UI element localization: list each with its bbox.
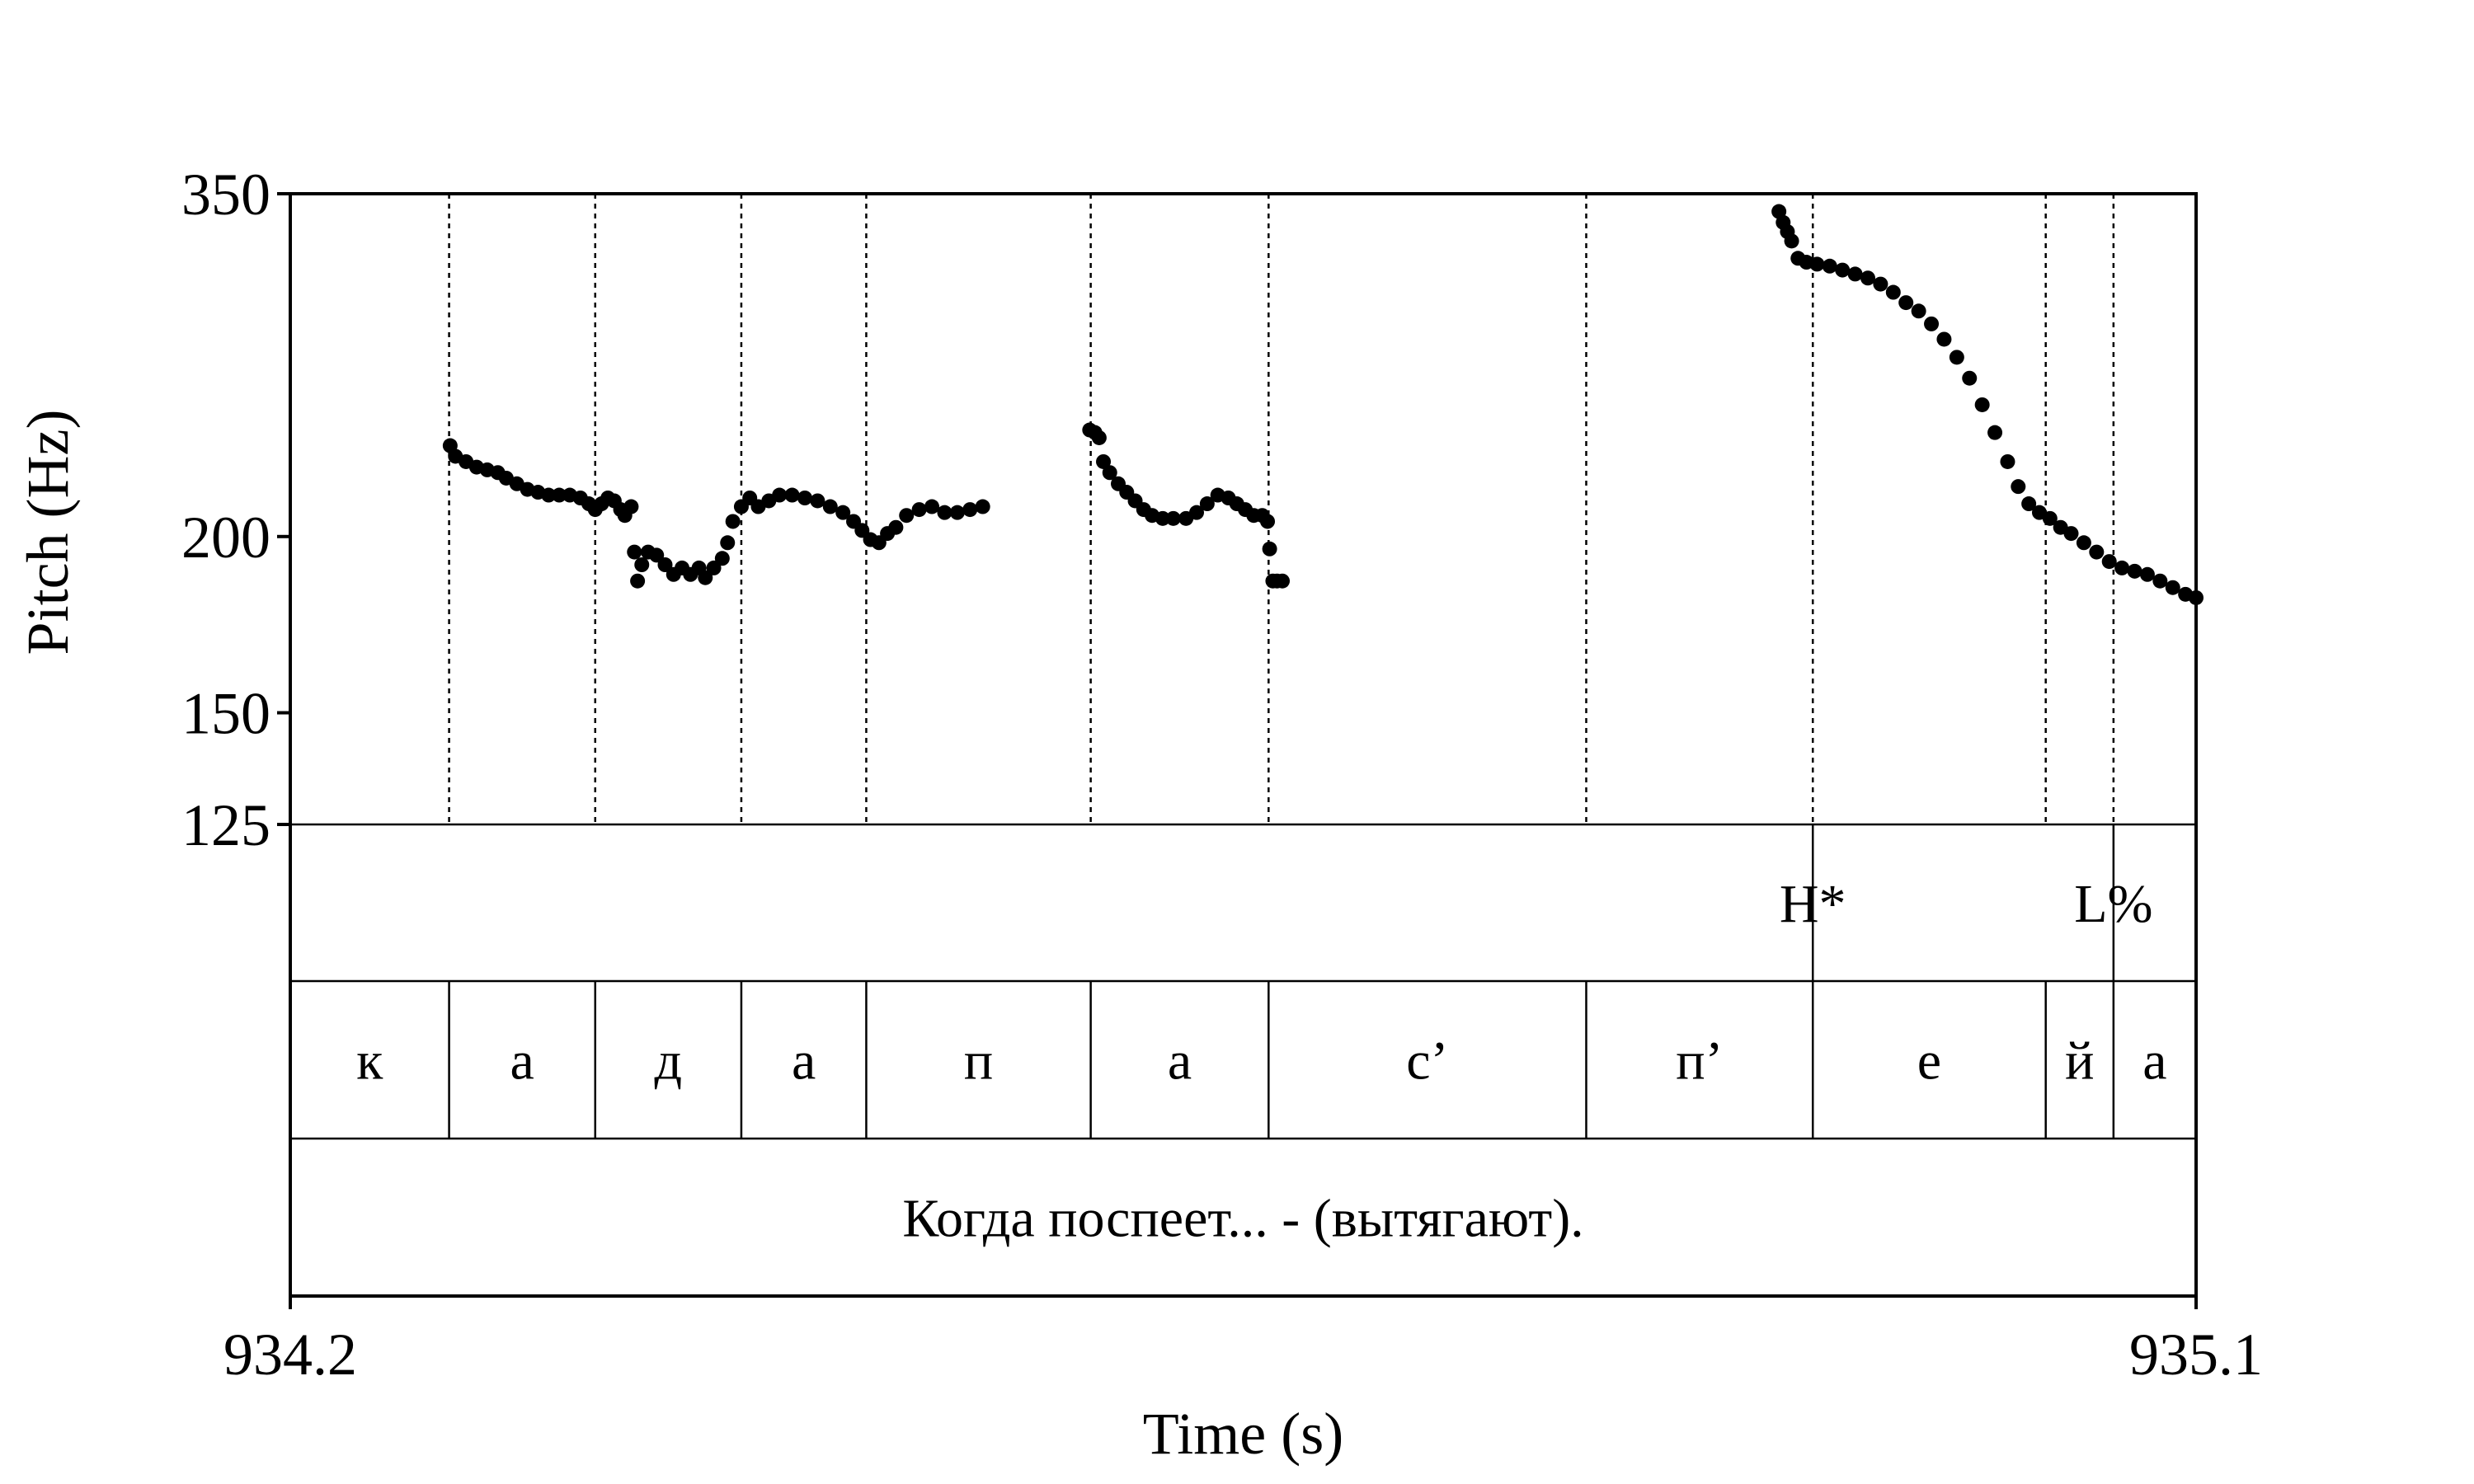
- pitch-point: [822, 499, 838, 514]
- segment-label: а: [510, 1031, 534, 1092]
- segment-dividers: [448, 194, 2115, 1139]
- pitch-point: [1911, 303, 1926, 319]
- tone-label: L%: [2074, 874, 2152, 934]
- pitch-point: [1949, 350, 1964, 365]
- pitch-point: [1860, 270, 1875, 286]
- plot-frames: [277, 192, 2198, 1309]
- y-tick-label: 125: [181, 792, 270, 858]
- segment-label: а: [1168, 1031, 1192, 1092]
- pitch-point: [657, 557, 673, 573]
- pitch-point: [2127, 563, 2142, 579]
- pitch-point: [1936, 331, 1952, 347]
- pitch-point: [1885, 284, 1901, 300]
- segment-label: е: [1917, 1031, 1941, 1092]
- pitch-point: [1962, 370, 1978, 386]
- pitch-point: [627, 544, 642, 560]
- pitch-point: [1275, 573, 1291, 589]
- pitch-point: [1809, 256, 1825, 272]
- y-tick-label: 150: [181, 681, 270, 747]
- pitch-point: [1987, 425, 2003, 440]
- pitch-point: [1974, 397, 1990, 412]
- pitch-point: [1260, 514, 1276, 529]
- pitch-point: [2165, 580, 2180, 595]
- segment-label: а: [792, 1031, 816, 1092]
- x-tick-label: 934.2: [223, 1322, 357, 1388]
- segment-label: д: [655, 1031, 683, 1092]
- chart-labels: 125 150 200 350 934.2 935.1 Time (s) Pitch (Hz)…: [15, 162, 2263, 1467]
- y-tick-label: 350: [181, 162, 270, 228]
- pitch-point: [706, 560, 722, 575]
- pitch-point: [924, 499, 940, 514]
- pitch-point: [725, 514, 741, 529]
- segment-label: п’: [1676, 1031, 1723, 1092]
- pitch-point: [1102, 465, 1117, 481]
- plot-border: [289, 192, 2198, 1298]
- pitch-point: [1165, 510, 1181, 526]
- pitch-point: [649, 547, 665, 563]
- segment-label: й: [2065, 1031, 2094, 1092]
- pitch-point: [1096, 453, 1112, 469]
- pitch-point: [937, 505, 952, 520]
- sentence-label: Когда поспеет... - (вытягают).: [902, 1189, 1583, 1249]
- segment-label: п: [964, 1031, 993, 1092]
- pitch-point: [1262, 541, 1277, 556]
- pitch-point: [1847, 266, 1863, 282]
- pitch-point: [2114, 560, 2130, 575]
- pitch-point: [2021, 496, 2037, 512]
- segment-label: а: [2142, 1031, 2166, 1092]
- pitch-point: [2000, 453, 2015, 469]
- pitch-point: [962, 502, 978, 518]
- pitch-point: [623, 499, 639, 514]
- y-tick-label: 200: [181, 505, 270, 571]
- pitch-point: [2011, 479, 2026, 495]
- pitch-point: [714, 551, 730, 566]
- x-tick-label: 935.1: [2129, 1322, 2263, 1388]
- pitch-point: [2063, 526, 2079, 542]
- x-axis-title: Time (s): [1143, 1401, 1343, 1467]
- pitch-point: [2089, 544, 2105, 560]
- pitch-point: [630, 573, 646, 589]
- pitch-point: [2139, 566, 2155, 582]
- pitch-point: [1898, 295, 1914, 311]
- pitch-point: [1189, 505, 1205, 520]
- pitch-point: [888, 519, 904, 535]
- pitch-point: [835, 505, 851, 520]
- pitch-point: [1199, 496, 1215, 512]
- segment-label: с’: [1406, 1031, 1448, 1092]
- pitch-point: [949, 505, 965, 520]
- pitch-point: [1822, 258, 1837, 274]
- y-axis-title: Pitch (Hz): [15, 410, 81, 655]
- pitch-point: [784, 487, 800, 503]
- tone-label: H*: [1780, 874, 1846, 934]
- pitch-point: [772, 487, 788, 503]
- pitch-point: [2152, 573, 2168, 589]
- pitch-point: [2101, 554, 2117, 570]
- pitch-point: [2076, 535, 2091, 551]
- pitch-point: [1924, 316, 1940, 331]
- pitch-point: [634, 557, 650, 573]
- pitch-point: [911, 502, 927, 518]
- pitch-point: [1835, 262, 1851, 278]
- pitch-point: [797, 491, 812, 506]
- pitch-point: [698, 570, 713, 585]
- pitch-point: [899, 508, 915, 524]
- pitch-point: [2042, 510, 2058, 526]
- pitch-point: [541, 487, 557, 503]
- pitch-point: [720, 535, 736, 551]
- segment-label: к: [356, 1031, 383, 1092]
- pitch-point: [1873, 276, 1888, 292]
- pitch-point: [1091, 430, 1107, 445]
- pitch-point: [1155, 510, 1170, 526]
- pitch-point: [810, 493, 825, 509]
- pitch-points: [442, 204, 2204, 605]
- pitch-point: [975, 499, 990, 514]
- pitch-point: [1784, 233, 1799, 249]
- pitch-point: [552, 487, 567, 503]
